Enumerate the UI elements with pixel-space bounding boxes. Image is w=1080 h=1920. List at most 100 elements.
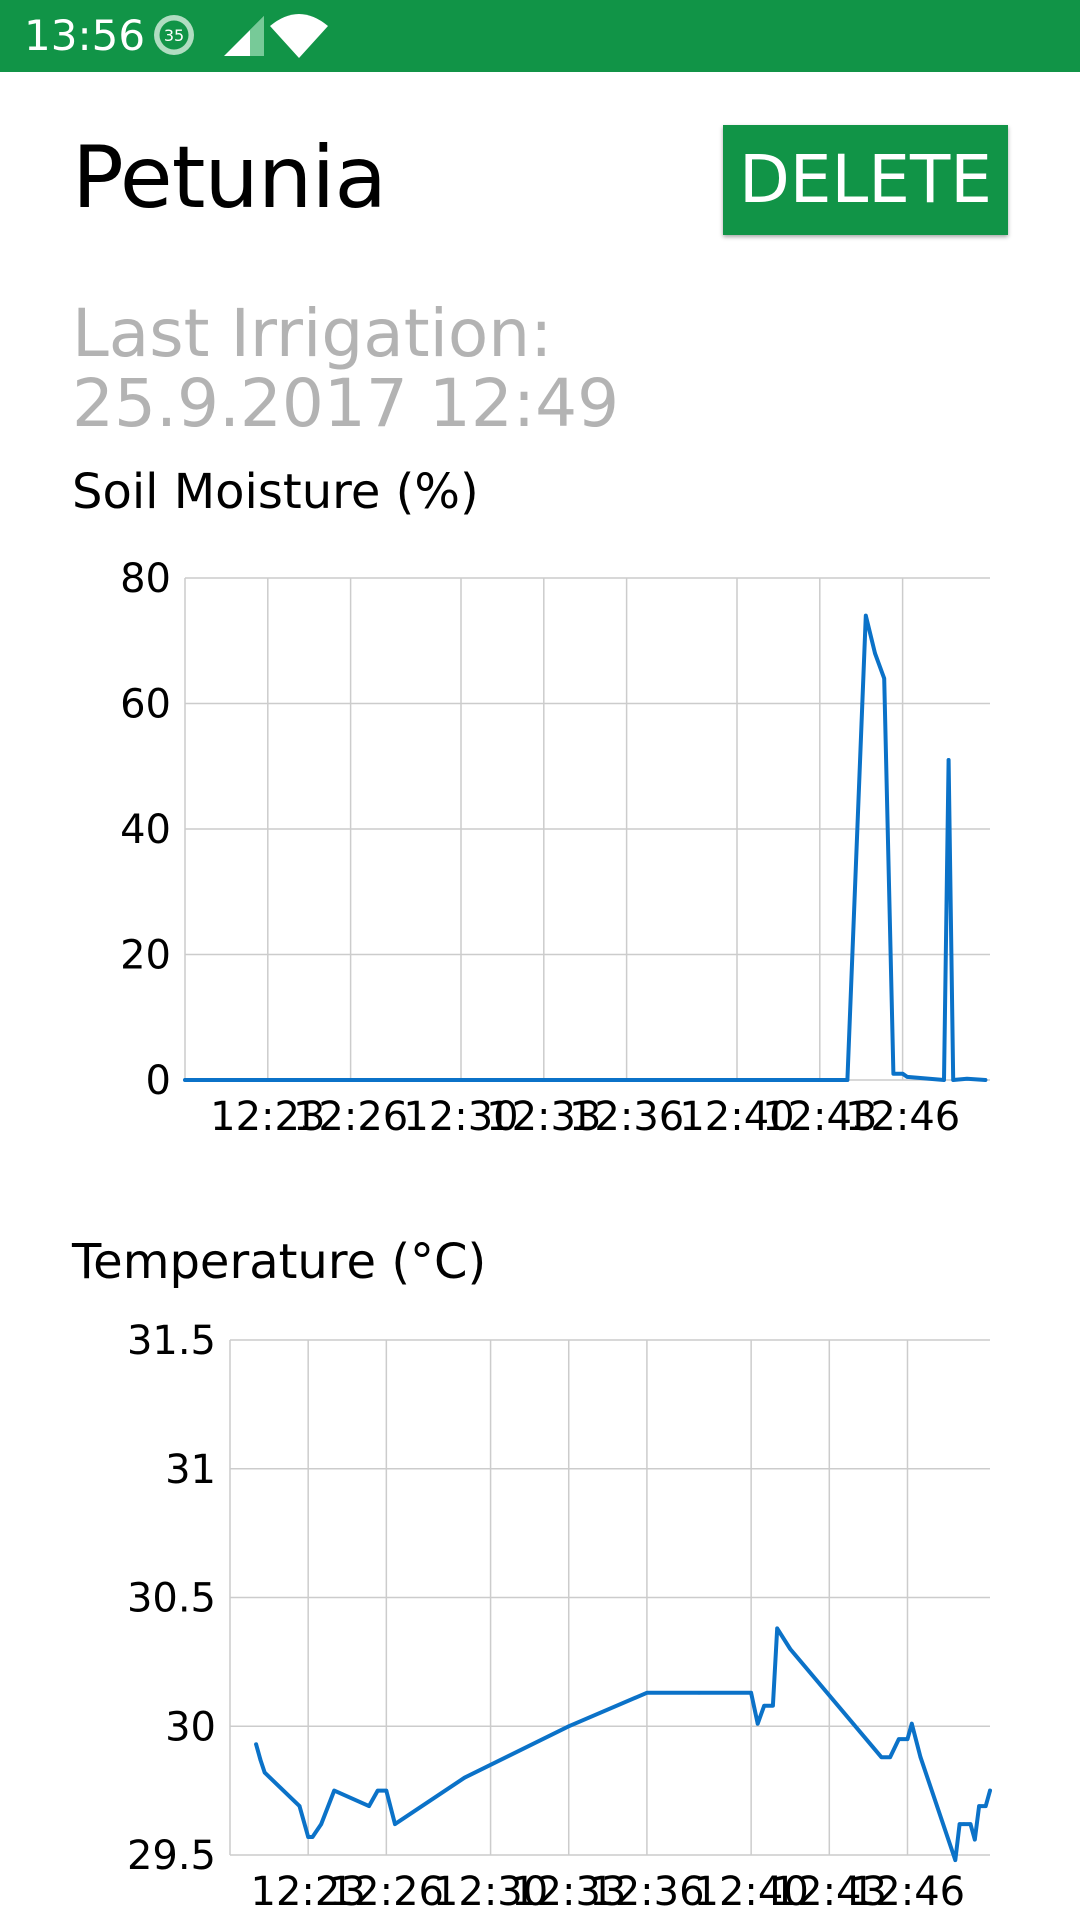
data-point — [918, 1755, 923, 1759]
data-point — [749, 1690, 753, 1695]
data-point — [566, 1724, 571, 1729]
data-point — [818, 1078, 822, 1082]
data-point — [459, 1078, 463, 1082]
data-point — [367, 1804, 371, 1808]
data-point — [988, 1788, 992, 1793]
data-point — [788, 1647, 793, 1651]
data-point — [514, 1078, 518, 1082]
plant-name-title: Petunia — [72, 128, 387, 228]
data-point — [762, 1703, 766, 1708]
cell-signal-icon — [224, 16, 264, 56]
data-point — [905, 1737, 910, 1741]
temperature-chart: 29.5 30 30.5 31 31.5 12:2312:2612:3012:3312:3… — [127, 1318, 992, 1915]
y-tick-label: 31.5 — [127, 1318, 216, 1364]
status-bar: 13:56 35 — [0, 0, 1080, 72]
data-point — [645, 1690, 649, 1695]
data-point — [404, 1078, 408, 1082]
x-tick-label: 12:23 — [210, 1094, 325, 1140]
x-tick-label: 12:46 — [845, 1094, 960, 1140]
data-point — [905, 1075, 909, 1079]
y-tick-label: 31 — [165, 1447, 216, 1493]
y-tick-label: 40 — [120, 807, 171, 853]
data-point — [755, 1721, 760, 1726]
data-point — [983, 1804, 988, 1808]
x-tick-label: 12:33 — [486, 1094, 601, 1140]
x-tick-label: 12:36 — [589, 1869, 704, 1915]
data-point — [910, 1721, 914, 1726]
y-tick-label: 20 — [120, 933, 171, 979]
data-point — [321, 1078, 325, 1082]
data-point — [384, 1788, 389, 1793]
x-tick-label: 12:30 — [433, 1869, 548, 1915]
data-point — [891, 1071, 896, 1076]
data-point — [293, 1078, 298, 1082]
data-point — [542, 1078, 546, 1082]
data-point — [319, 1822, 324, 1826]
data-point — [957, 1822, 962, 1826]
soil-moisture-chart: 02040608012:2312:2612:3012:3312:3612:401… — [120, 556, 990, 1140]
data-point — [210, 1078, 215, 1082]
wifi-icon — [270, 14, 328, 58]
data-point — [942, 1078, 946, 1082]
x-tick-label: 12:23 — [251, 1869, 366, 1915]
data-point — [254, 1742, 258, 1747]
y-tick-label: 60 — [120, 682, 171, 728]
y-tick-label: 30 — [165, 1704, 216, 1750]
x-tick-label: 12:26 — [293, 1094, 408, 1140]
data-point — [775, 1626, 779, 1631]
x-tick-label: 12:33 — [511, 1869, 626, 1915]
data-point — [873, 651, 877, 656]
y-tick-label: 80 — [120, 556, 171, 602]
delete-button[interactable]: DELETE — [723, 125, 1008, 235]
data-point — [707, 1078, 712, 1082]
data-point — [951, 1078, 955, 1082]
data-point — [864, 613, 868, 618]
x-tick-label: 12:36 — [569, 1094, 684, 1140]
data-point — [393, 1822, 397, 1826]
temperature-chart-title: Temperature (°C) — [72, 1234, 487, 1290]
data-point — [652, 1078, 656, 1082]
data-point — [238, 1078, 242, 1082]
data-point — [697, 1690, 701, 1695]
x-tick-label: 12:43 — [762, 1094, 877, 1140]
data-point — [258, 1757, 263, 1762]
data-point — [882, 676, 886, 681]
data-point — [262, 1770, 267, 1775]
notification-badge-icon: 35 — [154, 15, 194, 55]
data-point — [953, 1858, 958, 1862]
series-line — [183, 613, 988, 1082]
data-point — [762, 1078, 767, 1082]
data-point — [375, 1788, 380, 1793]
data-point — [879, 1755, 884, 1759]
y-tick-label: 29.5 — [127, 1833, 216, 1879]
data-point — [900, 1071, 905, 1076]
y-tick-label: 0 — [146, 1058, 171, 1104]
soil-moisture-chart-title: Soil Moisture (%) — [72, 464, 479, 520]
data-point — [946, 758, 951, 762]
data-point — [348, 1078, 353, 1082]
x-tick-label: 12:26 — [329, 1869, 444, 1915]
y-tick-label: 30.5 — [127, 1576, 216, 1622]
series-line — [254, 1626, 992, 1863]
status-time: 13:56 — [24, 11, 146, 60]
data-point — [624, 1078, 629, 1082]
x-tick-label: 12:46 — [850, 1869, 965, 1915]
data-point — [771, 1703, 775, 1708]
data-point — [266, 1078, 270, 1082]
data-point — [977, 1804, 981, 1808]
data-point — [888, 1755, 892, 1759]
x-tick-label: 12:43 — [772, 1869, 887, 1915]
last-irrigation-value: 25.9.2017 12:49 — [72, 365, 620, 442]
data-point — [897, 1737, 901, 1741]
x-tick-label: 12:40 — [694, 1869, 809, 1915]
data-point — [306, 1835, 310, 1839]
data-point — [297, 1804, 302, 1808]
data-point — [973, 1837, 977, 1842]
data-point — [735, 1078, 739, 1082]
data-point — [310, 1835, 315, 1839]
last-irrigation-label: Last Irrigation: — [72, 295, 553, 372]
data-point — [965, 1076, 969, 1081]
data-point — [845, 1078, 850, 1082]
x-tick-label: 12:40 — [679, 1094, 794, 1140]
data-point — [462, 1775, 467, 1780]
